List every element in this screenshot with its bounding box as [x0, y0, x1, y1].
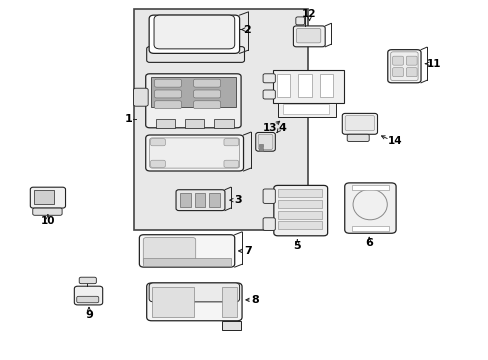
FancyBboxPatch shape	[387, 50, 420, 83]
FancyBboxPatch shape	[193, 101, 220, 109]
Bar	[222, 287, 237, 317]
FancyBboxPatch shape	[149, 15, 239, 53]
FancyBboxPatch shape	[406, 68, 416, 77]
Text: 7: 7	[244, 246, 251, 256]
FancyBboxPatch shape	[406, 56, 416, 65]
Bar	[214, 119, 233, 128]
Text: 4: 4	[278, 123, 285, 133]
FancyBboxPatch shape	[255, 132, 275, 151]
Bar	[272, 70, 343, 103]
Bar	[277, 221, 321, 229]
FancyBboxPatch shape	[224, 139, 238, 146]
Text: 10: 10	[41, 216, 55, 226]
Bar	[319, 74, 333, 97]
FancyBboxPatch shape	[154, 79, 181, 87]
FancyBboxPatch shape	[193, 79, 220, 87]
FancyBboxPatch shape	[33, 208, 62, 215]
Bar	[180, 193, 190, 207]
FancyBboxPatch shape	[139, 235, 234, 267]
Text: 11: 11	[426, 59, 441, 69]
Text: 9: 9	[85, 310, 93, 320]
Bar	[276, 74, 290, 97]
FancyBboxPatch shape	[296, 28, 320, 43]
Text: 3: 3	[234, 195, 242, 205]
Bar	[184, 119, 204, 128]
FancyBboxPatch shape	[293, 26, 325, 47]
FancyBboxPatch shape	[154, 15, 234, 49]
FancyBboxPatch shape	[176, 190, 224, 211]
FancyBboxPatch shape	[150, 139, 165, 146]
Bar	[150, 77, 236, 107]
FancyBboxPatch shape	[224, 160, 238, 167]
Bar	[282, 104, 328, 114]
FancyBboxPatch shape	[143, 238, 195, 264]
FancyBboxPatch shape	[30, 187, 65, 208]
FancyBboxPatch shape	[345, 116, 374, 131]
Bar	[194, 193, 205, 207]
Bar	[277, 103, 336, 117]
FancyBboxPatch shape	[344, 183, 395, 233]
FancyBboxPatch shape	[146, 283, 242, 321]
Text: 2: 2	[243, 24, 251, 35]
FancyBboxPatch shape	[346, 134, 368, 141]
Bar	[259, 144, 262, 147]
FancyBboxPatch shape	[149, 138, 239, 168]
Bar	[351, 226, 388, 231]
FancyBboxPatch shape	[77, 296, 99, 303]
Bar	[34, 190, 54, 204]
FancyBboxPatch shape	[133, 88, 148, 106]
Bar	[209, 193, 220, 207]
Text: 12: 12	[302, 9, 316, 19]
Bar	[134, 9, 307, 230]
FancyBboxPatch shape	[150, 160, 165, 167]
Bar	[151, 287, 194, 317]
FancyBboxPatch shape	[392, 56, 403, 65]
Bar	[277, 200, 321, 208]
FancyBboxPatch shape	[145, 135, 243, 171]
Text: 13: 13	[263, 123, 277, 133]
Bar	[221, 321, 241, 330]
FancyBboxPatch shape	[74, 286, 102, 305]
FancyBboxPatch shape	[263, 74, 275, 83]
FancyBboxPatch shape	[273, 185, 327, 236]
FancyBboxPatch shape	[263, 90, 275, 99]
Text: 14: 14	[387, 136, 402, 147]
Bar	[277, 189, 321, 197]
Bar	[298, 74, 311, 97]
Text: 6: 6	[365, 238, 372, 248]
Text: 5: 5	[293, 240, 301, 251]
FancyBboxPatch shape	[392, 68, 403, 77]
Bar	[351, 185, 388, 190]
Text: 1: 1	[124, 114, 132, 124]
FancyBboxPatch shape	[263, 189, 275, 203]
Text: 8: 8	[251, 295, 259, 305]
FancyBboxPatch shape	[154, 90, 181, 98]
FancyBboxPatch shape	[263, 218, 275, 230]
FancyBboxPatch shape	[295, 17, 304, 25]
FancyBboxPatch shape	[146, 47, 244, 62]
FancyBboxPatch shape	[145, 74, 241, 128]
FancyBboxPatch shape	[149, 283, 239, 302]
FancyBboxPatch shape	[193, 90, 220, 98]
FancyBboxPatch shape	[258, 134, 272, 149]
FancyBboxPatch shape	[342, 113, 377, 134]
FancyBboxPatch shape	[390, 52, 417, 81]
Bar	[143, 258, 230, 266]
FancyBboxPatch shape	[79, 277, 96, 284]
Bar	[277, 211, 321, 219]
Bar	[259, 148, 262, 151]
Bar	[155, 119, 175, 128]
FancyBboxPatch shape	[154, 101, 181, 109]
